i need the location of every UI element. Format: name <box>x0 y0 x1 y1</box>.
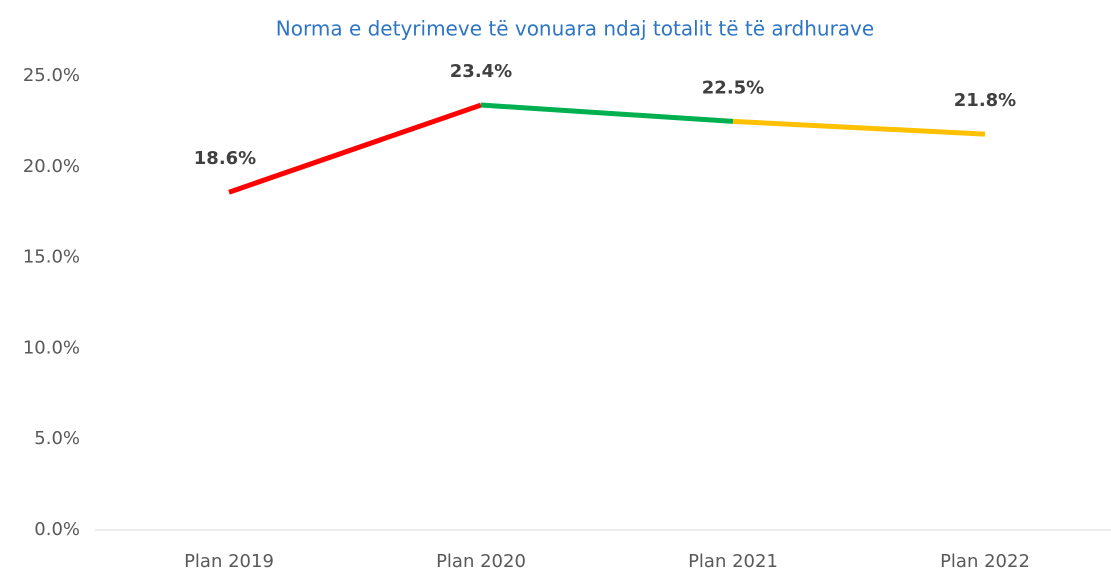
chart-title: Norma e detyrimeve të vonuara ndaj total… <box>276 17 874 41</box>
x-tick-label: Plan 2019 <box>184 551 274 572</box>
y-tick-label: 15.0% <box>23 247 80 268</box>
y-tick-label: 5.0% <box>34 428 80 449</box>
x-tick-label: Plan 2021 <box>688 551 778 572</box>
x-tick-label: Plan 2022 <box>940 551 1030 572</box>
y-tick-label: 0.0% <box>34 519 80 540</box>
x-tick-label: Plan 2020 <box>436 551 526 572</box>
data-label: 18.6% <box>194 148 256 169</box>
line-segment <box>228 102 482 195</box>
y-tick-label: 25.0% <box>23 65 80 86</box>
line-segment <box>732 118 986 137</box>
data-label: 23.4% <box>450 61 512 82</box>
y-tick-label: 20.0% <box>23 156 80 177</box>
line-segment <box>480 102 734 124</box>
y-tick-label: 10.0% <box>23 337 80 358</box>
data-label: 22.5% <box>702 77 764 98</box>
data-label: 21.8% <box>954 90 1016 111</box>
